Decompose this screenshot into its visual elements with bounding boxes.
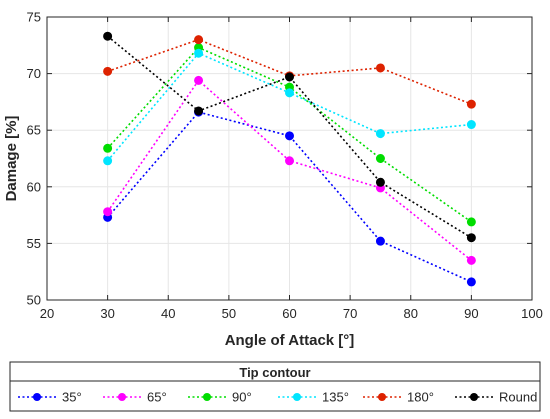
data-point bbox=[194, 35, 204, 45]
data-point bbox=[375, 129, 385, 139]
series-2 bbox=[103, 43, 476, 227]
data-point bbox=[375, 177, 385, 187]
data-point bbox=[375, 154, 385, 163]
y-tick-label: 50 bbox=[27, 293, 41, 308]
series-group bbox=[103, 31, 476, 287]
data-point bbox=[103, 31, 113, 41]
x-tick-label: 50 bbox=[222, 306, 236, 321]
legend-title: Tip contour bbox=[239, 365, 310, 380]
data-point bbox=[103, 207, 113, 217]
legend-marker bbox=[293, 393, 301, 401]
x-tick-label: 90 bbox=[464, 306, 478, 321]
x-tick-label: 20 bbox=[40, 306, 54, 321]
x-tick-label: 30 bbox=[100, 306, 114, 321]
y-tick-label: 60 bbox=[27, 179, 41, 194]
data-point bbox=[103, 66, 113, 76]
legend-entry: Round bbox=[455, 390, 537, 405]
y-tick-label: 55 bbox=[27, 236, 41, 251]
legend-marker bbox=[118, 393, 126, 401]
legend-label: Round bbox=[499, 390, 537, 405]
legend-entry: 90° bbox=[188, 390, 252, 405]
data-point bbox=[466, 255, 476, 265]
series-3 bbox=[103, 48, 476, 166]
data-point bbox=[285, 131, 294, 141]
axis-ticks: 20 30 40 50 60 70 80 90 100 50 55 60 65 70 75 bbox=[27, 10, 543, 322]
legend-entry: 65° bbox=[103, 390, 167, 405]
data-point bbox=[375, 63, 385, 73]
series-line bbox=[107, 35, 472, 239]
data-point bbox=[194, 75, 204, 85]
data-point bbox=[103, 156, 113, 166]
x-tick-label: 40 bbox=[161, 306, 175, 321]
legend-entries: 35° 65° 90° 135° 180° Round bbox=[18, 390, 537, 405]
legend-entry: 180° bbox=[363, 390, 434, 405]
legend-box bbox=[9, 361, 541, 412]
x-tick-label: 100 bbox=[521, 306, 543, 321]
legend-label: 65° bbox=[147, 390, 167, 405]
legend-entry: 35° bbox=[18, 390, 82, 405]
data-point bbox=[194, 48, 204, 58]
x-tick-label: 80 bbox=[404, 306, 418, 321]
y-axis-title: Damage [%] bbox=[3, 116, 20, 202]
x-axis-title: Angle of Attack [°] bbox=[225, 332, 355, 349]
legend-marker bbox=[378, 393, 386, 401]
x-tick-label: 70 bbox=[343, 306, 357, 321]
data-point bbox=[194, 106, 204, 116]
data-point bbox=[103, 143, 113, 153]
data-point bbox=[466, 217, 476, 227]
data-point bbox=[285, 88, 294, 98]
legend: Tip contour 35° 65° 90° 135° 180° Round bbox=[9, 361, 541, 412]
y-tick-label: 65 bbox=[27, 123, 41, 138]
legend-label: 35° bbox=[62, 390, 82, 405]
data-point bbox=[285, 156, 294, 166]
data-point bbox=[285, 72, 294, 82]
legend-marker bbox=[33, 393, 41, 401]
series-5 bbox=[103, 31, 476, 243]
data-point bbox=[466, 233, 476, 243]
legend-label: 90° bbox=[232, 390, 252, 405]
y-tick-label: 75 bbox=[27, 10, 41, 25]
legend-label: 180° bbox=[407, 390, 434, 405]
y-tick-label: 70 bbox=[27, 66, 41, 81]
series-line bbox=[107, 111, 472, 283]
data-point bbox=[466, 99, 476, 109]
x-tick-label: 60 bbox=[282, 306, 296, 321]
legend-label: 135° bbox=[322, 390, 349, 405]
series-line bbox=[106, 79, 472, 262]
legend-marker bbox=[203, 393, 211, 401]
series-1 bbox=[103, 75, 476, 265]
legend-marker bbox=[470, 393, 478, 401]
data-point bbox=[375, 236, 385, 246]
legend-entry: 135° bbox=[278, 390, 349, 405]
data-point bbox=[466, 277, 476, 287]
data-point bbox=[466, 120, 476, 130]
